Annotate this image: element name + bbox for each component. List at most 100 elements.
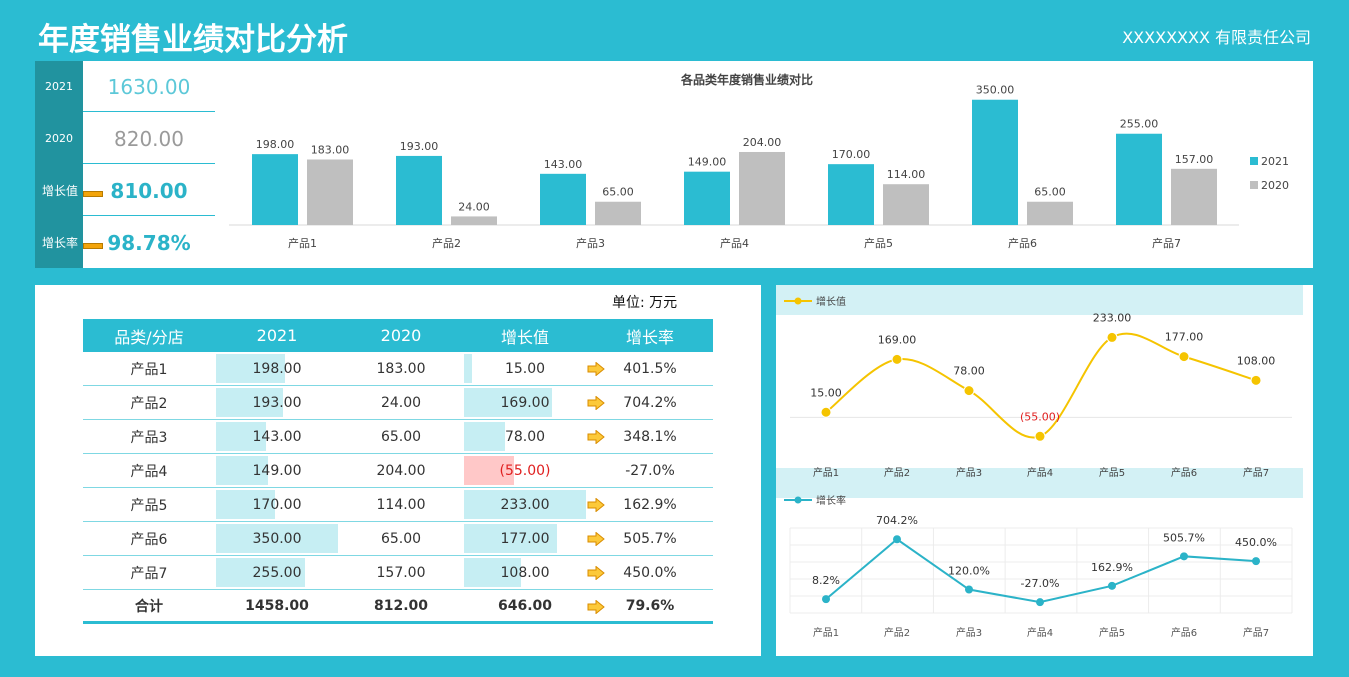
- bar-data-label: 114.00: [887, 168, 926, 181]
- cell-2021: 193.00: [215, 386, 339, 419]
- legend-label: 增长率: [816, 494, 846, 507]
- cell-rate: 162.9%: [587, 488, 713, 521]
- kpi-value: 810.00: [110, 178, 188, 203]
- cell-growth: 169.00: [463, 386, 587, 419]
- bar: [396, 155, 442, 225]
- cell-growth: 646.00: [497, 597, 553, 614]
- kpi-label-column: [35, 61, 83, 268]
- cell-growth: 108.00: [463, 556, 587, 589]
- data-point: [893, 535, 901, 544]
- legend-label: 增长值: [816, 295, 846, 308]
- bar: [739, 151, 785, 225]
- table-header: 品类/分店 2021 2020 增长值 增长率: [83, 319, 713, 352]
- kpi-label: 增长率: [42, 236, 79, 250]
- kpi-label: 2021: [45, 80, 73, 93]
- cell-2020: 183.00: [376, 360, 426, 377]
- bar: [1116, 133, 1162, 225]
- data-bar: [216, 490, 276, 519]
- data-label: 233.00: [1093, 311, 1132, 324]
- cell-category: 产品7: [130, 565, 168, 582]
- kpi-divider: [83, 215, 215, 216]
- x-tick-label: 产品6: [1171, 466, 1197, 479]
- x-tick-label: 产品2: [884, 466, 910, 479]
- data-label: 15.00: [810, 386, 842, 399]
- arrow-right-icon: [587, 497, 605, 513]
- data-bar: [464, 354, 472, 383]
- kpi-value: 98.78%: [107, 230, 191, 255]
- bar-data-label: 204.00: [743, 136, 782, 149]
- cell-2021: 170.00: [215, 488, 339, 521]
- bar-data-label: 170.00: [832, 148, 871, 161]
- bar-data-label: 350.00: [976, 84, 1015, 97]
- bar: [595, 201, 641, 225]
- x-tick-label: 产品7: [1243, 466, 1269, 479]
- bar-data-label: 143.00: [544, 158, 583, 171]
- arrow-right-icon: [587, 429, 605, 445]
- bar: [828, 164, 874, 225]
- page-title: 年度销售业绩对比分析: [38, 22, 348, 58]
- arrow-right-icon: [587, 531, 605, 547]
- data-point: [1180, 552, 1188, 561]
- data-point: [1252, 557, 1260, 566]
- data-bar: [216, 422, 266, 451]
- sales-table: 品类/分店 2021 2020 增长值 增长率 产品1 198.00 183.00 1…: [83, 319, 713, 624]
- cell-2021: 149.00: [215, 454, 339, 487]
- data-point: [1108, 581, 1116, 590]
- line-chart-panel: 增长值 15.00 169.00 78.00 (55.00) 233.00 177.00 10…: [776, 285, 1313, 656]
- company-name: XXXXXXXX 有限责任公司: [1122, 28, 1311, 47]
- data-label: 505.7%: [1163, 531, 1205, 544]
- cell-rate: 401.5%: [587, 352, 713, 385]
- bar: [684, 171, 730, 225]
- data-label: 120.0%: [948, 565, 990, 578]
- data-point: [963, 385, 975, 397]
- table-row: 产品5 170.00 114.00 233.00 162.9%: [83, 488, 713, 522]
- x-tick-label: 产品6: [1008, 236, 1037, 250]
- data-label: 162.9%: [1091, 561, 1133, 574]
- data-bar: [216, 558, 305, 587]
- cell-growth: 78.00: [463, 420, 587, 453]
- data-label: (55.00): [1020, 410, 1060, 423]
- kpi-value: 1630.00: [107, 74, 191, 99]
- arrow-right-icon: [587, 565, 605, 581]
- cell-2021: 255.00: [215, 556, 339, 589]
- cell-rate: 704.2%: [587, 386, 713, 419]
- bar-data-label: 198.00: [256, 138, 295, 151]
- kpi-row: 增长率 98.78%: [35, 217, 215, 268]
- x-tick-label: 产品5: [1099, 626, 1125, 639]
- data-point: [822, 595, 830, 604]
- data-point: [1036, 598, 1044, 607]
- cell-2021: 143.00: [215, 420, 339, 453]
- table-total-row: 合计 1458.00 812.00 646.00 79.6%: [83, 590, 713, 624]
- data-label: 8.2%: [812, 574, 840, 587]
- data-point: [1250, 374, 1262, 386]
- header-rate: 增长率: [625, 327, 674, 347]
- data-bar: [464, 388, 553, 417]
- bar-chart: 各品类年度销售业绩对比 198.00 183.00 产品1 193.00 24.00 产品2…: [229, 72, 1289, 250]
- table-panel: 单位: 万元 品类/分店 2021 2020 增长值 增长率 产品1 198.00…: [35, 285, 761, 656]
- axis-band: [776, 468, 1303, 490]
- bar: [252, 154, 298, 225]
- cell-category: 产品6: [130, 531, 168, 548]
- x-tick-label: 产品2: [432, 236, 461, 250]
- kpi-divider: [83, 163, 215, 164]
- bar: [307, 159, 353, 225]
- x-tick-label: 产品7: [1152, 236, 1181, 250]
- data-label: -27.0%: [1021, 577, 1060, 590]
- unit-label: 单位: 万元: [612, 295, 678, 311]
- kpi-row: 2020 820.00: [35, 113, 215, 164]
- table-row: 产品6 350.00 65.00 177.00 505.7%: [83, 522, 713, 556]
- cell-2020: 812.00: [373, 597, 429, 614]
- cell-category: 产品2: [130, 395, 168, 412]
- arrow-right-icon: [587, 361, 605, 377]
- kpi-divider: [83, 111, 215, 112]
- x-tick-label: 产品1: [288, 236, 317, 250]
- bar-data-label: 193.00: [400, 140, 439, 153]
- bar-data-label: 183.00: [311, 144, 350, 157]
- data-point: [1034, 430, 1046, 442]
- cell-2021: 1458.00: [245, 597, 309, 614]
- data-point: [965, 585, 973, 594]
- cell-category: 合计: [135, 598, 163, 615]
- bar: [540, 173, 586, 225]
- header-2021: 2021: [256, 326, 298, 345]
- legend-swatch: [1250, 181, 1258, 189]
